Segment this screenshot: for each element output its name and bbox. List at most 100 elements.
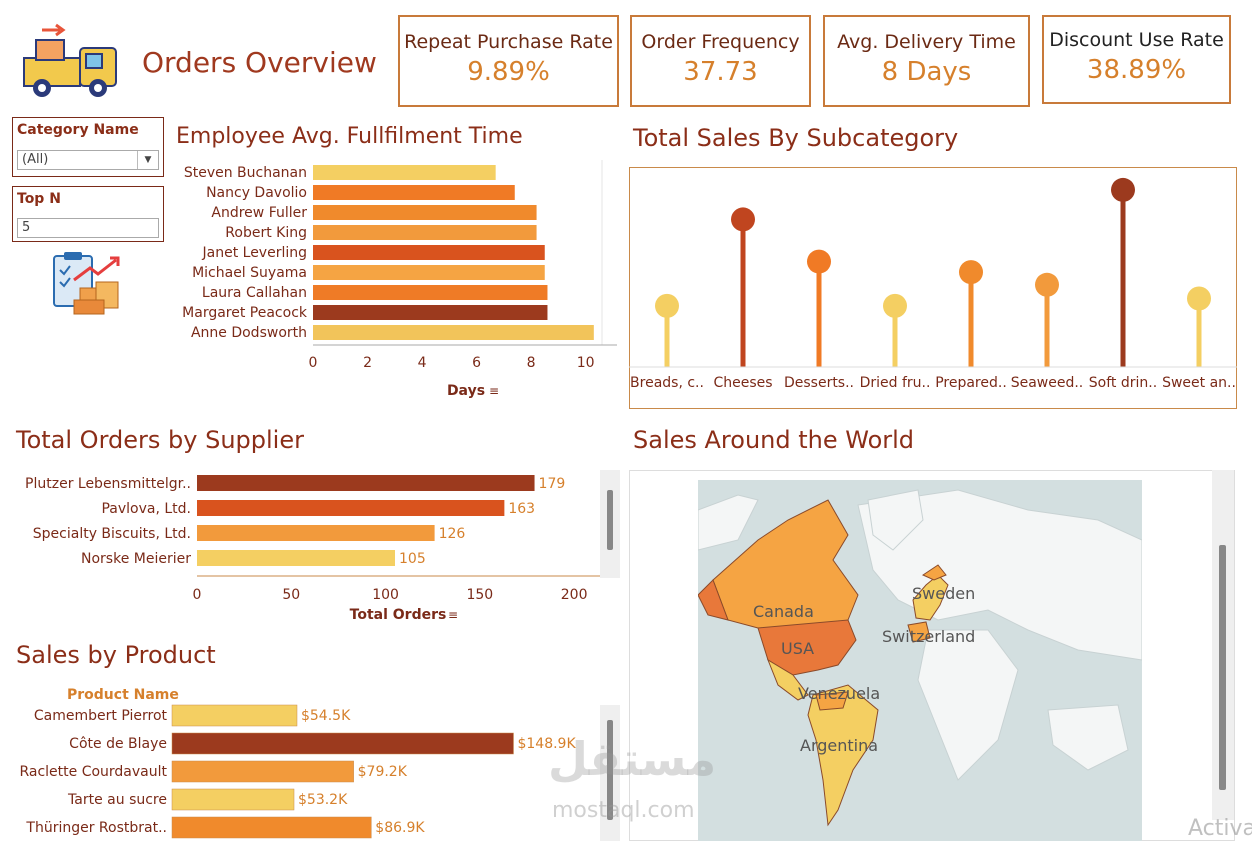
supplier-tick-label: 0 [193, 587, 202, 603]
world-map-title: Sales Around the World [633, 426, 915, 454]
employee-tick-label: 8 [527, 355, 536, 371]
subcategory-tick-label: Desserts.. [784, 375, 854, 391]
subcategory-tick-label: Dried fru.. [860, 375, 931, 391]
supplier-bar [197, 475, 535, 491]
subcategory-point [1111, 177, 1135, 202]
watermark-arabic: مستقل [548, 732, 717, 786]
employee-bar [313, 225, 537, 240]
product-column-header: Product Name [67, 687, 179, 703]
product-value-label: $148.9K [517, 736, 576, 752]
map-label-argentina: Argentina [800, 736, 879, 755]
supplier-chart-title: Total Orders by Supplier [16, 426, 304, 454]
chevron-down-icon: ▼ [137, 151, 158, 169]
employee-bar [313, 245, 545, 260]
subcategory-tick-label: Seaweed.. [1011, 375, 1084, 391]
subcategory-chart: Breads, c.. Cheeses Desserts.. Dried fru.. P… [629, 177, 1237, 391]
employee-bar [313, 205, 537, 220]
kpi-value: 8 Days [881, 57, 972, 87]
category-filter-label: Category Name [17, 122, 139, 138]
map-label-canada: Canada [753, 602, 814, 621]
product-value-label: $53.2K [298, 792, 348, 808]
supplier-axis-title: Total Orders [350, 607, 447, 623]
sort-icon: ≡ [448, 608, 458, 622]
supplier-value-label: 126 [439, 526, 466, 542]
product-value-label: $54.5K [301, 708, 351, 724]
product-value-label: $86.9K [375, 820, 425, 836]
category-dropdown[interactable]: (All) ▼ [17, 150, 159, 170]
employee-chart-title: Employee Avg. Fullfilment Time [176, 124, 523, 149]
subcategory-point [807, 249, 831, 274]
subcategory-point [655, 293, 679, 318]
kpi-value: 37.73 [683, 57, 758, 87]
product-scroll-thumb[interactable] [607, 720, 613, 820]
employee-tick-label: 4 [418, 355, 427, 371]
product-category-label: Côte de Blaye [69, 736, 167, 752]
employee-category-label: Robert King [225, 225, 307, 241]
world-map[interactable]: Canada USA Venezuela Argentina Sweden Sw… [698, 480, 1142, 841]
employee-category-label: Steven Buchanan [184, 165, 307, 181]
product-value-label: $79.2K [358, 764, 408, 780]
employee-axis-title: Days [447, 383, 485, 399]
employee-tick-label: 6 [472, 355, 481, 371]
map-label-venezuela: Venezuela [798, 684, 881, 703]
map-label-switzerland: Switzerland [882, 627, 976, 646]
subcategory-point [959, 260, 983, 285]
employee-category-label: Nancy Davolio [206, 185, 307, 201]
employee-bar [313, 185, 515, 200]
kpi-label: Avg. Delivery Time [837, 31, 1016, 53]
truck-icon [22, 22, 122, 100]
employee-tick-label: 10 [577, 355, 595, 371]
subcategory-tick-label: Soft drin.. [1089, 375, 1157, 391]
subcategory-point [1035, 272, 1059, 297]
map-label-usa: USA [781, 639, 815, 658]
watermark-latin: mostaql.com [552, 798, 695, 823]
supplier-bar [197, 500, 505, 516]
subcategory-tick-label: Breads, c.. [630, 375, 704, 391]
kpi-value: 38.89% [1086, 55, 1187, 85]
employee-bar [313, 165, 496, 180]
employee-tick-label: 2 [363, 355, 372, 371]
kpi-order-frequency: Order Frequency 37.73 [630, 15, 811, 107]
topn-input[interactable]: 5 [17, 218, 159, 238]
product-bar [171, 704, 298, 727]
employee-bar [313, 325, 594, 340]
employee-chart: Steven Buchanan Nancy Davolio Andrew Fulle… [182, 160, 617, 399]
topn-filter-label: Top N [17, 191, 61, 207]
employee-category-label: Janet Leverling [202, 245, 308, 261]
employee-category-label: Michael Suyama [192, 265, 307, 281]
kpi-label: Order Frequency [641, 31, 800, 53]
subcategory-tick-label: Sweet an.. [1162, 375, 1236, 391]
supplier-scroll-thumb[interactable] [607, 490, 613, 550]
category-dropdown-value: (All) [22, 152, 49, 167]
supplier-tick-label: 100 [372, 587, 399, 603]
employee-bar [313, 265, 545, 280]
product-bar [171, 760, 354, 783]
subcategory-point [1187, 286, 1211, 311]
map-scroll-thumb[interactable] [1219, 545, 1226, 790]
supplier-bar [197, 525, 435, 541]
employee-category-label: Anne Dodsworth [191, 325, 307, 341]
supplier-value-label: 179 [539, 476, 566, 492]
product-bar [171, 788, 295, 811]
supplier-bar [197, 550, 395, 566]
employee-tick-label: 0 [309, 355, 318, 371]
employee-category-label: Laura Callahan [202, 285, 307, 301]
category-filter: Category Name (All) ▼ [12, 117, 164, 177]
supplier-chart: Plutzer Lebensmittelgr.. 179 Pavlova, Ltd.… [25, 475, 600, 623]
kpi-value: 9.89% [467, 57, 550, 87]
kpi-discount-use-rate: Discount Use Rate 38.89% [1042, 15, 1231, 104]
product-category-label: Camembert Pierrot [34, 708, 168, 724]
supplier-category-label: Plutzer Lebensmittelgr.. [25, 476, 191, 492]
subcategory-tick-label: Cheeses [713, 375, 772, 391]
supplier-value-label: 105 [399, 551, 426, 567]
kpi-avg-delivery-time: Avg. Delivery Time 8 Days [823, 15, 1030, 107]
employee-category-label: Margaret Peacock [182, 305, 308, 321]
product-category-label: Thüringer Rostbrat.. [25, 820, 167, 836]
subcategory-tick-label: Prepared.. [935, 375, 1007, 391]
subcategory-point [731, 207, 755, 232]
kpi-label: Discount Use Rate [1049, 29, 1224, 51]
employee-bar [313, 285, 548, 300]
sort-icon: ≡ [489, 384, 499, 398]
subcategory-point [883, 293, 907, 318]
map-label-sweden: Sweden [912, 584, 976, 603]
